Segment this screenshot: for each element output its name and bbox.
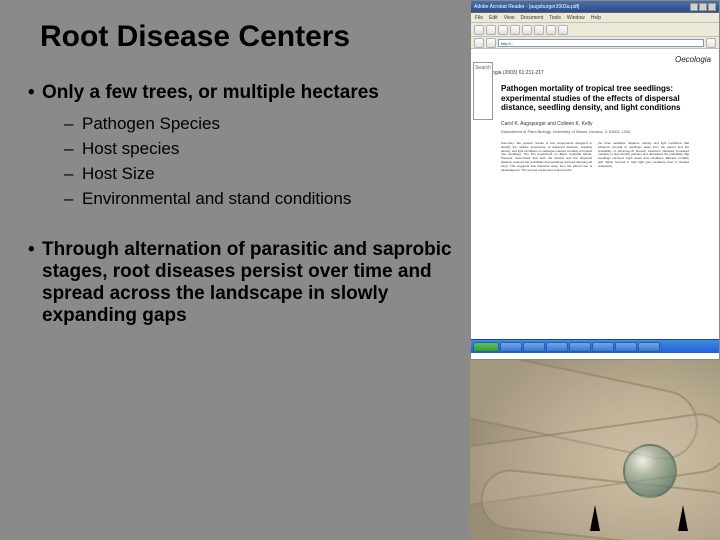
taskbar: [471, 339, 719, 353]
toolbar-button[interactable]: [558, 25, 568, 35]
slide-title: Root Disease Centers: [28, 20, 462, 54]
menu-item[interactable]: Tools: [549, 15, 561, 21]
address-toolbar: http://...: [471, 37, 719, 49]
menu-item[interactable]: Edit: [489, 15, 498, 21]
content-column: Root Disease Centers Only a few trees, o…: [0, 0, 470, 540]
taskbar-item[interactable]: [638, 342, 660, 352]
browser-window: Adobe Acrobat Reader - [augsburger2003a.…: [470, 0, 720, 360]
menu-item[interactable]: File: [475, 15, 483, 21]
taskbar-item[interactable]: [523, 342, 545, 352]
toolbar-button[interactable]: [522, 25, 532, 35]
bullet-l2: Host Size: [64, 164, 462, 184]
paper-authors: Carol K. Augspurger and Colleen K. Kelly: [501, 121, 689, 127]
close-button[interactable]: [708, 3, 716, 11]
taskbar-item[interactable]: [592, 342, 614, 352]
arrow-icon: [590, 505, 600, 531]
microscopy-image: [470, 360, 720, 540]
minimize-button[interactable]: [690, 3, 698, 11]
menu-item[interactable]: View: [504, 15, 515, 21]
taskbar-item[interactable]: [500, 342, 522, 352]
toolbar-button[interactable]: [474, 38, 484, 48]
toolbar-button[interactable]: [498, 25, 508, 35]
toolbar-button[interactable]: [534, 25, 544, 35]
taskbar-item[interactable]: [546, 342, 568, 352]
abstract-col-1: Summary. We present results of two exper…: [501, 142, 592, 173]
pdf-page[interactable]: Oecologia Oecologia (2003) 61:211-217 Pa…: [471, 49, 719, 339]
back-button[interactable]: [474, 25, 484, 35]
slide: Root Disease Centers Only a few trees, o…: [0, 0, 720, 540]
taskbar-item[interactable]: [615, 342, 637, 352]
abstract-block: Summary. We present results of two exper…: [501, 142, 689, 173]
toolbar: [471, 23, 719, 37]
menu-item[interactable]: Window: [567, 15, 585, 21]
toolbar-button[interactable]: [510, 25, 520, 35]
toolbar-button[interactable]: [546, 25, 556, 35]
start-button[interactable]: [473, 342, 499, 352]
paper-affiliation: Department of Plant Biology, University …: [501, 129, 689, 134]
menu-item[interactable]: Help: [591, 15, 601, 21]
bullet-l2: Host species: [64, 139, 462, 159]
window-titlebar[interactable]: Adobe Acrobat Reader - [augsburger2003a.…: [471, 1, 719, 13]
menu-item[interactable]: Document: [520, 15, 543, 21]
right-column: Adobe Acrobat Reader - [augsburger2003a.…: [470, 0, 720, 540]
bullet-l2: Environmental and stand conditions: [64, 189, 462, 209]
spore-shape: [623, 444, 677, 498]
window-title: Adobe Acrobat Reader - [augsburger2003a.…: [474, 4, 689, 10]
bullet-l1: Through alternation of parasitic and sap…: [28, 239, 462, 327]
journal-name: Oecologia: [479, 55, 711, 64]
address-field[interactable]: http://...: [498, 39, 704, 47]
arrow-icon: [678, 505, 688, 531]
sidebar-tab[interactable]: Search: [473, 62, 493, 120]
bullet-l1: Only a few trees, or multiple hectares: [28, 82, 462, 104]
citation-line: Oecologia (2003) 61:211-217: [479, 70, 711, 76]
paper-title: Pathogen mortality of tropical tree seed…: [501, 84, 689, 113]
toolbar-button[interactable]: [486, 38, 496, 48]
abstract-col-2: the three variables: distance, density a…: [598, 142, 689, 173]
maximize-button[interactable]: [699, 3, 707, 11]
taskbar-item[interactable]: [569, 342, 591, 352]
forward-button[interactable]: [486, 25, 496, 35]
go-button[interactable]: [706, 38, 716, 48]
menu-bar: File Edit View Document Tools Window Hel…: [471, 13, 719, 23]
bullet-l2: Pathogen Species: [64, 114, 462, 134]
sub-bullet-list: Pathogen Species Host species Host Size …: [64, 114, 462, 209]
